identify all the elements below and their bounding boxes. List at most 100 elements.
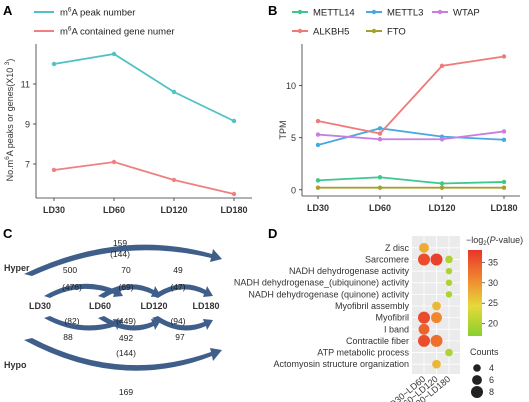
arrow-hypo-3 — [152, 316, 213, 331]
d-dot — [430, 334, 443, 347]
b-series-line-1 — [317, 176, 505, 185]
colorbar-gradient — [468, 250, 482, 336]
node-ld120: LD120 — [140, 301, 167, 311]
a-y-tick-label: 9 — [25, 120, 30, 130]
a-series-1-point — [171, 89, 177, 95]
panel-label-d: D — [268, 226, 277, 241]
d-term-label: Myofibril assembly — [335, 301, 410, 311]
b-series-4-point — [439, 63, 445, 69]
b-series-line-4 — [317, 55, 505, 135]
b-y-tick-label: 5 — [291, 133, 296, 143]
b-x-tick-label: LD60 — [369, 203, 391, 213]
legend-a-series-1: m6A peak number — [60, 7, 135, 19]
node-ld180: LD180 — [192, 301, 219, 311]
legend-a: m6A peak number m6A contained gene numer — [34, 7, 175, 38]
b-series-5-point — [315, 185, 321, 190]
b-y-tick-label: 0 — [291, 185, 296, 195]
arrow-hyper-3 — [152, 284, 213, 298]
a-series-line-1 — [53, 53, 235, 122]
b-series-3-point — [377, 137, 383, 142]
b-x-tick-label: LD120 — [428, 203, 455, 213]
d-dot — [418, 311, 430, 324]
legend-b-label-4: ALKBH5 — [313, 27, 349, 38]
legend-b-dot-3 — [437, 9, 443, 15]
hypo-2-paren: (449) — [116, 316, 136, 326]
d-term-label: NADH dehydrogenase activity — [289, 266, 410, 276]
a-x-tick-label: LD30 — [43, 205, 65, 215]
size-legend-dot — [472, 375, 482, 385]
size-legend-dot — [471, 386, 483, 398]
colorbar-tick-label: 25 — [488, 298, 498, 308]
d-dot — [418, 334, 430, 347]
b-series-2-point — [501, 137, 507, 142]
hyper-span-paren: (144) — [110, 249, 130, 259]
panel-label-a: A — [3, 3, 13, 18]
a-x-tick-label: LD120 — [160, 205, 187, 215]
a-x-tick-label: LD180 — [220, 205, 247, 215]
y-axis-label-b: TPM — [278, 121, 288, 140]
size-legend-d: Counts 4 6 8 — [470, 347, 499, 398]
d-dot — [432, 359, 441, 369]
group-label-hyper: Hyper — [4, 263, 30, 273]
b-series-line-3 — [317, 130, 505, 141]
hypo-2-value: 492 — [119, 333, 133, 343]
a-series-line-2 — [53, 161, 235, 195]
d-dot — [445, 279, 453, 286]
d-term-label: Contractile fiber — [346, 336, 409, 346]
d-term-label: NADH dehydrogenase (quinone) activity — [248, 289, 409, 299]
d-dot — [445, 267, 453, 275]
arrows-c — [24, 244, 222, 371]
a-series-1-point — [231, 118, 237, 124]
b-series-1-point — [439, 181, 445, 186]
d-dot — [418, 323, 430, 335]
a-series-2-point — [231, 191, 237, 197]
colorbar-tick-label: 20 — [488, 319, 498, 329]
hypo-3-paren: (94) — [170, 316, 185, 326]
b-series-5-point — [501, 185, 507, 190]
d-term-label: Myofibril — [375, 313, 409, 323]
legend-b: METTL14 METTL3 WTAP ALKBH5 FTO — [292, 8, 480, 38]
d-term-label: Actomyosin structure organization — [273, 359, 409, 369]
hyper-2-paren: (69) — [118, 282, 133, 292]
b-x-tick-label: LD30 — [307, 203, 329, 213]
d-dot — [445, 291, 453, 298]
b-series-3-point — [501, 129, 507, 134]
nodes-c: LD30 LD60 LD120 LD180 — [29, 301, 220, 311]
arrow-hypo-2 — [98, 316, 161, 331]
b-series-5-point — [377, 185, 383, 190]
hypo-3-value: 97 — [175, 332, 185, 342]
a-y-tick-label: 11 — [21, 80, 30, 90]
hypo-span-paren: (144) — [116, 348, 136, 358]
b-series-4-point — [377, 131, 383, 136]
b-series-4-point — [315, 118, 321, 124]
d-term-label: ATP metabolic process — [317, 348, 409, 358]
b-series-4-point — [501, 54, 507, 59]
d-dot — [430, 253, 443, 266]
d-dot — [431, 312, 442, 324]
b-series-1-point — [501, 179, 507, 185]
legend-b-label-1: METTL14 — [313, 8, 355, 19]
b-series-5-point — [439, 185, 445, 190]
d-term-label: Sarcomere — [365, 254, 409, 264]
colorbar-d: −log2(P-value) 35 30 25 20 — [466, 235, 523, 336]
hypo-1-value: 88 — [63, 332, 73, 342]
y-axis-label-a: No.m6A peaks or genes(X10 3) — [4, 59, 15, 182]
a-series-1-point — [111, 51, 117, 57]
legend-b-dot-5 — [371, 28, 377, 34]
arrow-hypo-1 — [44, 316, 123, 331]
node-ld30: LD30 — [29, 301, 51, 311]
b-y-tick-label: 10 — [286, 81, 296, 91]
d-dot — [445, 348, 453, 357]
a-y-tick-label: 7 — [25, 160, 30, 170]
legend-b-label-3: WTAP — [453, 8, 480, 19]
legend-a-series-2: m6A contained gene numer — [60, 26, 175, 38]
arrow-hyper-2 — [98, 284, 161, 298]
d-dot — [432, 301, 441, 311]
plot-a: 7 9 11 LD30 LD60 LD120 LD180 — [21, 44, 252, 215]
size-legend-label: 6 — [489, 375, 494, 385]
b-series-2-point — [315, 142, 321, 148]
d-dot — [418, 253, 430, 266]
b-series-3-point — [439, 137, 445, 142]
